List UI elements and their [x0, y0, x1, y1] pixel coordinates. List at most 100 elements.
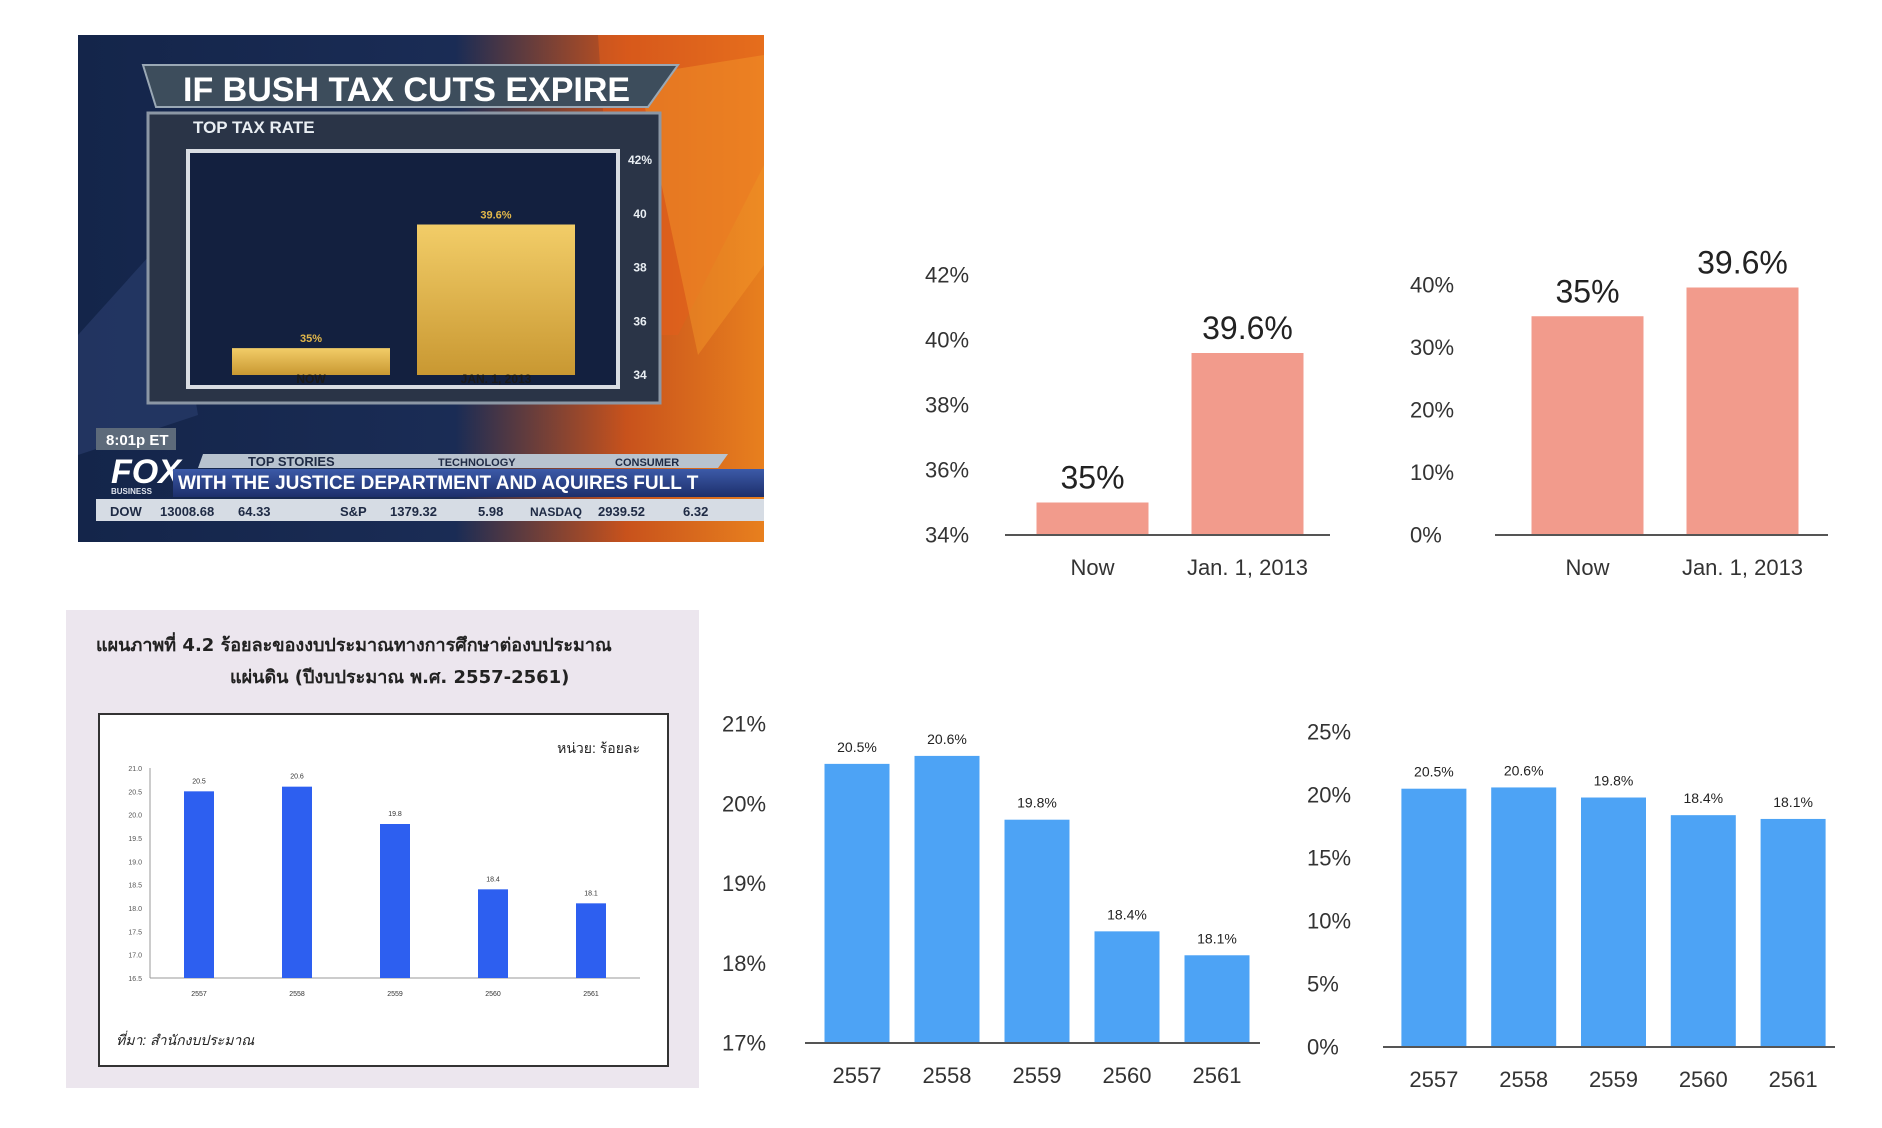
- bar-2561: [1760, 818, 1826, 1047]
- bar-2557: [1401, 788, 1467, 1047]
- x-tick-label: 2557: [191, 991, 207, 998]
- bar-2560: [1670, 815, 1736, 1047]
- bar-jan-1-2013: [1191, 353, 1304, 535]
- fox-data-label: 39.6%: [480, 210, 511, 222]
- y-tick-label: 40%: [925, 328, 969, 353]
- fox-tabs-bar: [198, 454, 728, 468]
- x-tick-label: 2557: [833, 1063, 882, 1088]
- bar-2558: [282, 786, 312, 978]
- stock-name: DOW: [110, 504, 143, 519]
- data-label: 20.5%: [837, 739, 877, 755]
- bar-2559: [1004, 819, 1070, 1043]
- y-tick-label: 18.5: [128, 883, 142, 890]
- fox-ticker: [173, 469, 764, 497]
- fox-clock-box: [96, 428, 176, 450]
- edu-chart-truncated: 17% 18% 19% 20% 21% 20.5% 2557 20.6% 2558 19.8% 25…: [722, 712, 1260, 1088]
- data-label: 20.6%: [927, 731, 967, 747]
- y-tick-label: 17.0: [128, 953, 142, 960]
- y-tick-label: 25%: [1307, 720, 1351, 745]
- fox-x-tick-label: JAN. 1, 2013: [461, 372, 532, 386]
- y-tick-label: 18%: [722, 951, 766, 976]
- edu-chart-zero: 0% 5% 10% 15% 20% 25% 20.5% 2557 20.6% 2558 19.8% 2…: [1307, 720, 1835, 1092]
- data-label: 18.4%: [1683, 790, 1723, 806]
- fox-tab-top-stories[interactable]: TOP STORIES: [248, 454, 335, 469]
- y-tick-label: 10%: [1410, 460, 1454, 485]
- data-label: 18.1%: [1197, 930, 1237, 946]
- x-tick-label: 2558: [289, 991, 305, 998]
- tax-chart-truncated: 34% 36% 38% 40% 42% 35% Now 39.6% Jan. 1, 2013: [925, 263, 1330, 580]
- y-tick-label: 0%: [1307, 1035, 1339, 1060]
- tax-chart-zero-panel: 0% 10% 20% 30% 40% 35% Now 39.6% Jan. 1, 2013: [1410, 225, 1830, 590]
- y-tick-label: 10%: [1307, 909, 1351, 934]
- fox-stock-bar: [96, 499, 764, 521]
- data-label: 19.8%: [1594, 773, 1634, 789]
- fox-bars: 42% 40 38 36 34 35% NOW 39.6% JAN. 1, 2013: [232, 153, 652, 386]
- fox-bar-now: [232, 348, 390, 375]
- bar-2561: [1184, 955, 1250, 1043]
- y-tick-label: 20.0: [128, 813, 142, 820]
- stock-value: 2939.52: [598, 504, 645, 519]
- x-tick-label: 2560: [485, 991, 501, 998]
- fox-tab-technology[interactable]: TECHNOLOGY: [438, 457, 516, 469]
- data-label: 18.4%: [1107, 906, 1147, 922]
- bar-2559: [1581, 797, 1646, 1047]
- y-tick-label: 20%: [722, 791, 766, 816]
- bar-2560: [478, 889, 508, 978]
- stock-value: 1379.32: [390, 504, 437, 519]
- data-label: 35%: [1555, 273, 1619, 309]
- bar-jan-1-2013: [1686, 287, 1799, 535]
- x-tick-label: 2560: [1679, 1067, 1728, 1092]
- thai-figure-title-line1: แผนภาพที่ 4.2 ร้อยละของงบประมาณทางการศึก…: [96, 635, 612, 656]
- bar-2560: [1094, 931, 1160, 1043]
- fox-title: IF BUSH TAX CUTS EXPIRE: [183, 71, 630, 109]
- x-tick-label: 2558: [923, 1063, 972, 1088]
- y-tick-label: 34%: [925, 523, 969, 548]
- y-tick-label: 21%: [722, 712, 766, 737]
- stock-sp: S&P 1379.32 5.98: [340, 504, 503, 519]
- fox-data-label: 35%: [300, 333, 322, 345]
- bar-2557: [824, 763, 890, 1043]
- x-tick-label: 2561: [583, 991, 599, 998]
- y-tick-label: 19%: [722, 871, 766, 896]
- bar-2561: [576, 903, 606, 978]
- data-label: 19.8%: [1017, 795, 1057, 811]
- y-tick-label: 20.5: [128, 789, 142, 796]
- stock-change: 6.32: [683, 504, 708, 519]
- data-label: 39.6%: [1697, 245, 1788, 281]
- thai-unit-label: หน่วย: ร้อยละ: [557, 740, 640, 756]
- y-tick-label: 18.0: [128, 906, 142, 913]
- stock-nasdaq: NASDAQ 2939.52 6.32: [530, 504, 708, 519]
- fox-y-tick-label: 40: [633, 207, 647, 221]
- x-tick-label: 2559: [1589, 1067, 1638, 1092]
- data-label: 35%: [1060, 460, 1124, 496]
- bar-now: [1531, 316, 1644, 535]
- y-tick-label: 17.5: [128, 929, 142, 936]
- fox-y-tick-label: 34: [633, 368, 647, 382]
- y-tick-label: 15%: [1307, 846, 1351, 871]
- bar-2559: [380, 824, 410, 978]
- stock-value: 13008.68: [160, 504, 214, 519]
- x-tick-label: Jan. 1, 2013: [1187, 555, 1308, 580]
- y-tick-label: 38%: [925, 393, 969, 418]
- fox-bar-jan-2013: [417, 224, 575, 375]
- x-tick-label: 2559: [1013, 1063, 1062, 1088]
- y-tick-label: 0%: [1410, 523, 1442, 548]
- bar-now: [1036, 502, 1149, 535]
- stock-change: 5.98: [478, 504, 503, 519]
- x-tick-label: 2557: [1409, 1067, 1458, 1092]
- y-tick-label: 16.5: [128, 976, 142, 983]
- y-tick-label: 40%: [1410, 273, 1454, 298]
- fox-tab-consumer[interactable]: CONSUMER: [615, 457, 679, 469]
- stock-name: S&P: [340, 504, 367, 519]
- x-tick-label: Now: [1565, 555, 1609, 580]
- edu-chart-zero-panel: 0% 5% 10% 15% 20% 25% 20.5% 2557 20.6% 2558 19.8% 2…: [1295, 720, 1855, 1115]
- fox-ticker-text: WITH THE JUSTICE DEPARTMENT AND AQUIRES …: [178, 473, 699, 494]
- fox-screenshot: IF BUSH TAX CUTS EXPIRE TOP TAX RATE 42%…: [78, 35, 764, 542]
- thai-source-label: ที่มา: สำนักงบประมาณ: [116, 1030, 255, 1048]
- fox-y-tick-label: 42%: [628, 153, 652, 167]
- tax-chart-zero: 0% 10% 20% 30% 40% 35% Now 39.6% Jan. 1, 2013: [1410, 245, 1828, 580]
- fox-y-tick-label: 36: [633, 314, 647, 328]
- fox-title-banner: [141, 64, 680, 108]
- data-label: 18.1%: [1773, 794, 1813, 810]
- data-label: 20.5: [192, 778, 206, 785]
